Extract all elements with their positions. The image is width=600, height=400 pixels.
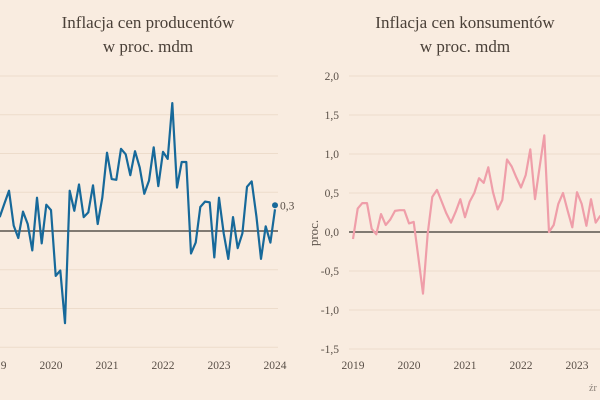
x-tick-label: 2021 <box>454 360 477 372</box>
last-value-label: 0,3 <box>280 200 295 212</box>
producer-series-line <box>0 101 277 325</box>
right-chart-subtitle: w proc. mdm <box>420 37 510 56</box>
y-tick-label: 2,0 <box>325 71 340 83</box>
y-tick-label: 0,5 <box>325 188 340 200</box>
y-tick-label: -1,0 <box>321 305 339 317</box>
y-tick-label: -1,5 <box>321 344 339 356</box>
x-tick-label: 2023 <box>208 360 231 372</box>
y-tick-label: 0,0 <box>325 227 340 239</box>
x-tick-label: 2022 <box>152 360 175 372</box>
consumer-series-line <box>351 134 600 295</box>
x-tick-label: 2023 <box>566 360 589 372</box>
x-tick-label: 2019 <box>342 360 365 372</box>
y-tick-label: 1,5 <box>325 110 340 122</box>
left-chart-subtitle: w proc. mdm <box>103 37 193 56</box>
y-tick-label: 1,0 <box>325 149 340 161</box>
right-chart-title: Inflacja cen konsumentów <box>375 13 555 32</box>
left-chart: 2019 2020 2021 2022 2023 2024 0,3 <box>0 75 295 372</box>
x-tick-label: 2020 <box>398 360 421 372</box>
last-value-marker <box>272 202 279 209</box>
x-tick-label: 2022 <box>510 360 533 372</box>
x-tick-label: 2021 <box>96 360 119 372</box>
right-y-axis-label: proc. <box>306 220 321 246</box>
source-note: źr <box>589 383 597 394</box>
x-tick-label: 2020 <box>40 360 63 372</box>
left-chart-title: Inflacja cen producentów <box>62 13 235 32</box>
x-tick-label: 2024 <box>264 360 287 372</box>
x-tick-label: 2019 <box>0 360 7 372</box>
y-tick-label: -0,5 <box>321 266 339 278</box>
